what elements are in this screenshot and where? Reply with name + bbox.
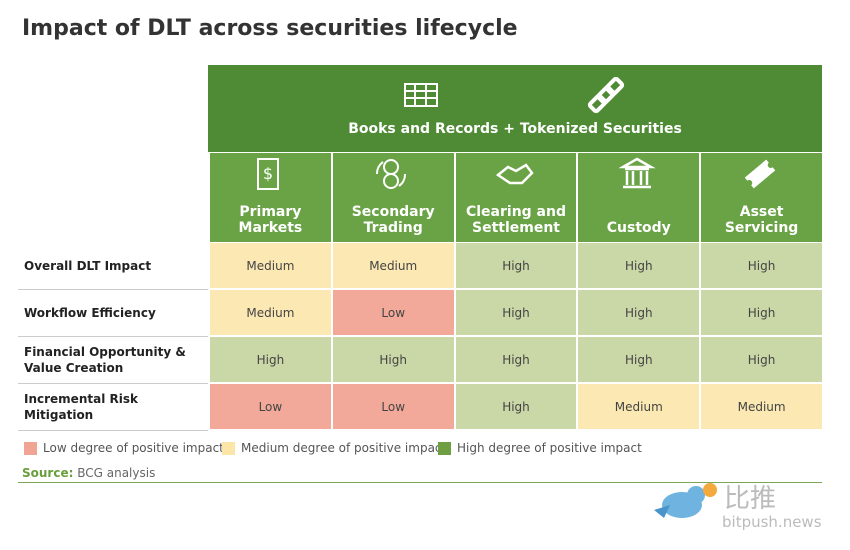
banner-text: Books and Records + Tokenized Securities [348, 121, 682, 137]
impact-cell: Low [208, 384, 331, 431]
svg-text:$: $ [263, 164, 273, 183]
legend-label: High degree of positive impact [457, 441, 642, 455]
impact-cell: Medium [208, 243, 331, 290]
column-icon [618, 157, 656, 189]
column-header: Secondary Trading [330, 153, 454, 242]
impact-cell: Medium [330, 243, 454, 290]
impact-cell: High [699, 337, 822, 384]
column-icon [376, 159, 407, 189]
column-header: Primary Markets [208, 153, 331, 242]
impact-cell: High [699, 243, 822, 290]
impact-cell: High [453, 243, 577, 290]
legend-item: Low degree of positive impact [24, 440, 224, 456]
bird-logo [654, 483, 717, 518]
impact-cell: High [699, 290, 822, 337]
column-header: Asset Servicing [699, 153, 822, 242]
row-label: Financial Opportunity & Value Creation [18, 337, 208, 384]
source: Source: BCG analysis [22, 466, 155, 480]
column-icon [744, 159, 775, 189]
impact-cell: High [453, 290, 577, 337]
chain-icon [587, 76, 625, 114]
impact-cell: Medium [576, 384, 700, 431]
legend-swatch [222, 441, 235, 455]
impact-cell: Low [330, 290, 454, 337]
impact-cell: High [576, 337, 700, 384]
column-header: Clearing and Settlement [453, 153, 577, 242]
column-icon [496, 163, 534, 185]
banner [208, 65, 822, 152]
impact-cell: Medium [699, 384, 822, 431]
legend-swatch [24, 441, 37, 455]
impact-cell: High [330, 337, 454, 384]
impact-cell: High [453, 384, 577, 431]
row-label: Workflow Efficiency [18, 290, 208, 337]
source-text: BCG analysis [77, 466, 156, 480]
watermark-site: bitpush.news [722, 513, 822, 531]
legend-item: Medium degree of positive impact [222, 440, 446, 456]
books-icon [404, 83, 438, 107]
impact-cell: Low [330, 384, 454, 431]
legend-swatch [438, 441, 451, 455]
impact-cell: High [576, 290, 700, 337]
watermark-name: 比推 [724, 484, 777, 514]
row-label: Overall DLT Impact [18, 243, 208, 290]
impact-cell: Medium [208, 290, 331, 337]
title: Impact of DLT across securities lifecycl… [22, 16, 518, 41]
row-label: Incremental Risk Mitigation [18, 384, 208, 431]
legend-label: Medium degree of positive impact [241, 441, 447, 455]
impact-cell: High [453, 337, 577, 384]
column-icon: $ [257, 158, 280, 190]
legend-item: High degree of positive impact [438, 440, 642, 456]
impact-cell: High [576, 243, 700, 290]
legend-label: Low degree of positive impact [43, 441, 224, 455]
source-rule [18, 482, 822, 483]
impact-cell: High [208, 337, 331, 384]
source-label: Source: [22, 466, 74, 480]
